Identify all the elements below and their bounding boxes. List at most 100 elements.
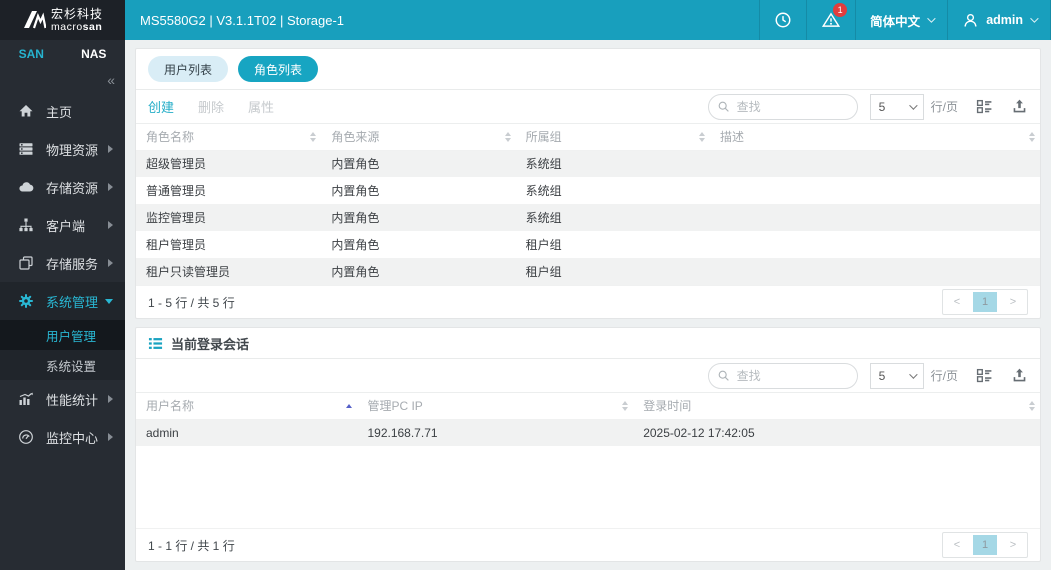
table-row[interactable]: admin 192.168.7.71 2025-02-12 17:42:05 [136,419,1040,446]
user-role-tabs: 用户列表 角色列表 [136,49,1040,90]
sidebar: SAN NAS « 主页 [0,40,125,570]
table-row[interactable]: 监控管理员 内置角色 系统组 [136,204,1040,231]
prev-page-button[interactable]: < [945,292,969,312]
tab-nas[interactable]: NAS [81,47,107,61]
sort-icon [1029,131,1035,142]
pagination: < 1 > [942,289,1028,315]
sidebar-collapse-button[interactable]: « [107,72,115,88]
sidebar-item-system-settings[interactable]: 系统设置 [46,359,97,374]
sort-icon [699,131,706,142]
rows-per-page-label: 行/页 [930,369,958,383]
page-number-button[interactable]: 1 [973,292,997,312]
sidebar-item-system-management[interactable]: 系统管理 [0,282,125,320]
column-settings-icon [976,99,992,114]
sidebar-item-clients[interactable]: 客户端 [0,206,125,244]
list-icon [148,337,163,349]
chevron-down-icon [927,14,936,23]
sessions-table-footer: 1 - 1 行 / 共 1 行 < 1 > [136,528,1040,561]
language-label: 简体中文 [870,14,921,29]
sidebar-item-performance-stats[interactable]: 性能统计 [0,380,125,418]
tab-role-list[interactable]: 角色列表 [238,56,319,82]
layers-icon [17,255,34,272]
col-mgmt-pc-ip[interactable]: 管理PC IP [357,393,634,420]
tab-user-list[interactable]: 用户列表 [148,56,229,82]
sessions-panel: 当前登录会话 5 [135,327,1041,562]
gear-icon [17,293,34,310]
sessions-toolbar: 5 行/页 [136,359,1040,393]
expand-arrow-icon [108,221,113,229]
macrosan-logo-icon [23,11,46,29]
collapse-arrow-icon [105,298,113,304]
search-input[interactable] [707,362,858,389]
alarm-button[interactable]: 1 [806,0,855,40]
sort-icon [310,131,317,142]
column-settings-button[interactable] [976,98,993,115]
home-icon [17,103,34,120]
next-page-button[interactable]: > [1001,292,1025,312]
prev-page-button[interactable]: < [945,535,969,555]
table-row[interactable]: 租户只读管理员 内置角色 租户组 [136,258,1040,285]
tab-san[interactable]: SAN [18,47,44,61]
user-menu[interactable]: admin [947,0,1051,40]
page-size-select[interactable]: 5 [869,362,924,389]
next-page-button[interactable]: > [1001,535,1025,555]
expand-arrow-icon [108,183,113,191]
brand-name-en: macrosan [50,20,103,33]
page-number-button[interactable]: 1 [973,535,997,555]
sidebar-item-physical-resources[interactable]: 物理资源 [0,130,125,168]
sidebar-item-label: 性能统计 [46,392,99,408]
properties-button[interactable]: 属性 [248,97,274,116]
export-button[interactable] [1011,98,1028,115]
col-role-group[interactable]: 所属组 [515,124,711,151]
chevron-down-icon [908,369,918,379]
col-user-name[interactable]: 用户名称 [136,393,358,420]
history-clock-button[interactable] [759,0,806,40]
sort-icon [1029,400,1035,411]
top-bar: 宏杉科技 macrosan MS5580G2 | V3.1.1T02 | Sto… [0,0,1051,40]
top-bar-main: MS5580G2 | V3.1.1T02 | Storage-1 1 [125,0,1051,40]
sort-icon [622,400,629,411]
delete-button[interactable]: 删除 [198,97,224,116]
sidebar-item-label: 存储资源 [46,180,99,196]
column-settings-button[interactable] [976,367,993,384]
col-login-time[interactable]: 登录时间 [633,393,1040,420]
col-role-source[interactable]: 角色来源 [321,124,516,151]
search-icon [718,370,729,381]
main-content: 用户列表 角色列表 创建 删除 属性 [125,40,1051,570]
sidebar-item-home[interactable]: 主页 [0,92,125,130]
table-row[interactable]: 普通管理员 内置角色 系统组 [146,184,562,198]
row-range-text: 1 - 5 行 / 共 5 行 [148,295,235,310]
sessions-search [707,362,858,389]
expand-arrow-icon [108,433,113,441]
user-icon [964,13,977,27]
sort-icon [504,131,511,142]
sessions-table-header: 用户名称 管理PC IP 登录时间 [136,393,1040,420]
sidebar-item-storage-resources[interactable]: 存储资源 [0,168,125,206]
col-role-desc[interactable]: 描述 [710,124,1040,151]
brand-name-cn: 宏杉科技 [50,6,103,21]
sidebar-item-label: 客户端 [46,218,86,234]
sidebar-item-monitoring-center[interactable]: 监控中心 [0,418,125,456]
brand-logo: 宏杉科技 macrosan [0,0,125,40]
export-button[interactable] [1011,367,1028,384]
chevron-down-icon [1030,14,1039,23]
create-button[interactable]: 创建 [148,97,174,116]
sidebar-menu: 主页 物理资源 [0,92,125,570]
language-selector[interactable]: 简体中文 [855,0,947,40]
roles-table: 角色名称 角色来源 所属组 描述 超级管理员 内置角色 系统组 普通管理员 内置角色系… [136,124,1040,285]
alarm-count-badge: 1 [833,3,848,17]
expand-arrow-icon [108,145,113,153]
table-row[interactable]: 租户管理员 内置角色 租户组 [146,238,562,252]
row-range-text: 1 - 1 行 / 共 1 行 [148,538,235,553]
sidebar-item-storage-services[interactable]: 存储服务 [0,244,125,282]
server-stack-icon [17,141,34,158]
table-row[interactable]: 超级管理员 内置角色 系统组 [136,150,1040,177]
col-role-name[interactable]: 角色名称 [136,124,322,151]
page-size-select[interactable]: 5 [869,93,924,120]
roles-table-footer: 1 - 5 行 / 共 5 行 < 1 > [136,285,1040,318]
search-input[interactable] [707,93,858,120]
alarm-triangle-icon [822,12,841,27]
roles-panel: 用户列表 角色列表 创建 删除 属性 [135,48,1041,319]
pagination: < 1 > [942,532,1028,558]
sidebar-item-user-management[interactable]: 用户管理 [0,320,125,350]
